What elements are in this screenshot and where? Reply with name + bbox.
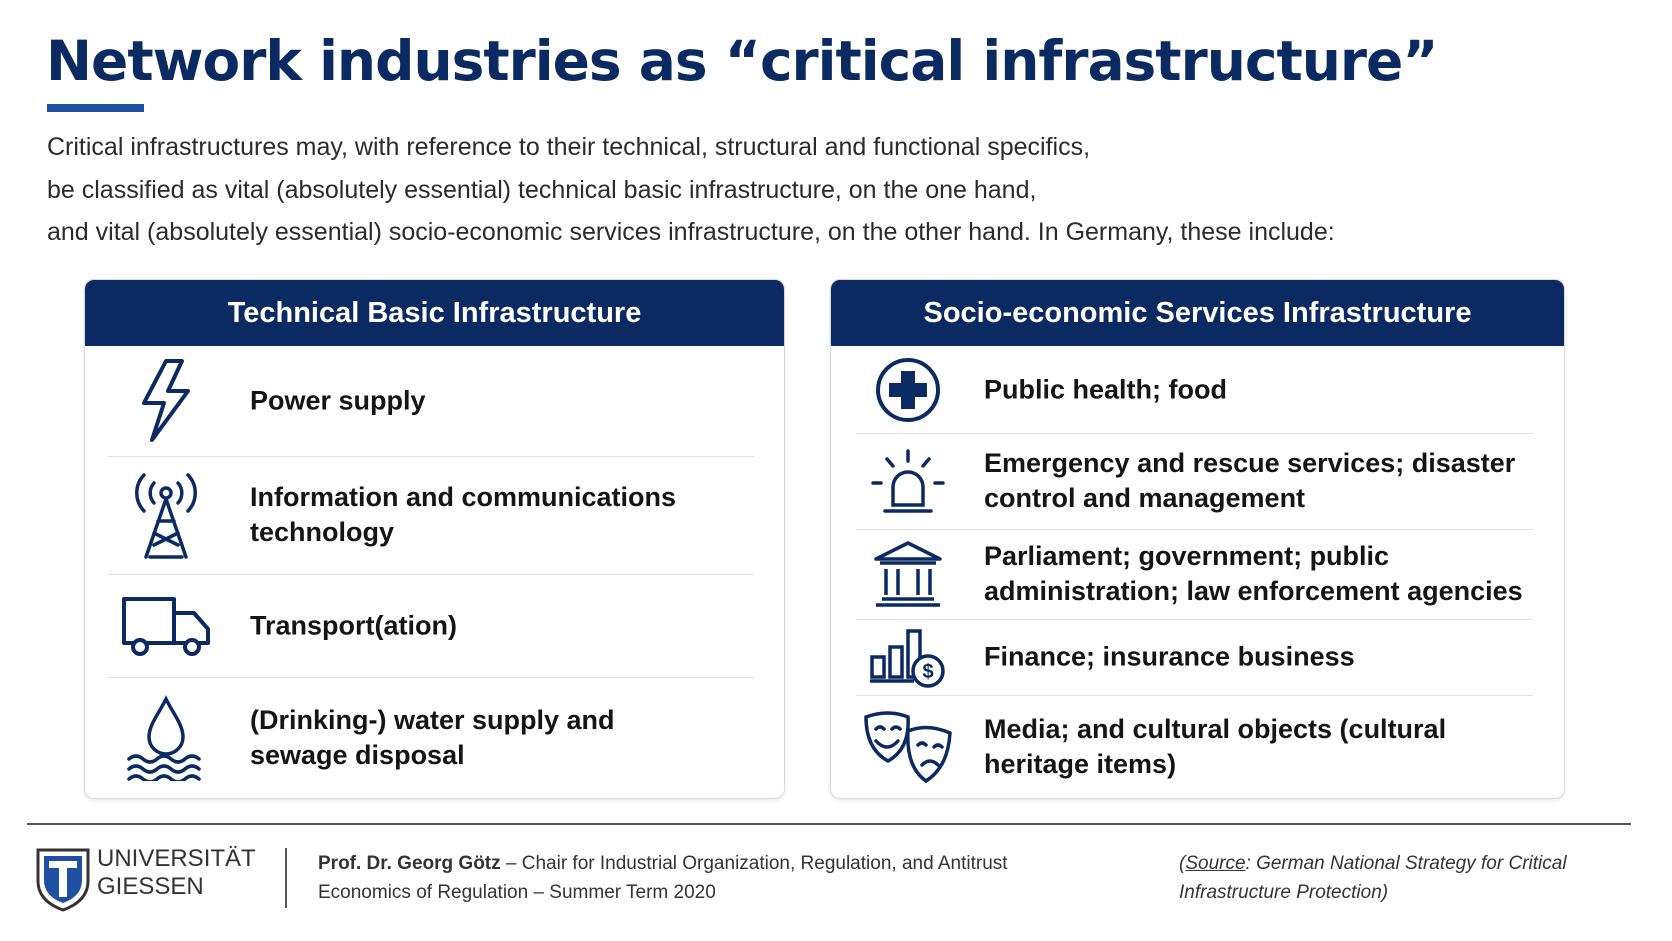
author: Prof. Dr. Georg Götz — [318, 853, 501, 874]
item: Emergency and rescue services; disaster c… — [831, 433, 1564, 529]
logo-line: GIESSEN — [97, 873, 204, 900]
footer-divider — [285, 848, 287, 908]
footer-credit: Prof. Dr. Georg Götz – Chair for Industr… — [318, 849, 1008, 907]
item-line: Power supply — [250, 385, 426, 416]
icon — [122, 596, 210, 656]
source-text: Infrastructure Protection) — [1179, 882, 1389, 903]
icon: $ — [870, 629, 945, 688]
item-text: (Drinking-) water supply and sewage dispo… — [250, 703, 615, 773]
item: $ Finance; insurance business — [831, 619, 1564, 695]
item-text: Information and communications technology — [250, 480, 676, 550]
title-underline — [47, 104, 144, 112]
item-line: control and management — [984, 483, 1306, 513]
panel-title: Technical Basic Infrastructure — [85, 280, 784, 346]
icon — [127, 694, 201, 781]
icon — [135, 473, 197, 559]
item-line: Parliament; government; public — [984, 541, 1390, 571]
item-line: technology — [250, 517, 395, 547]
source-text: : German National Strategy for Critical — [1245, 853, 1567, 874]
item-line: Transport(ation) — [250, 610, 457, 640]
icon — [142, 359, 190, 442]
item-text: Parliament; government; public administra… — [984, 539, 1523, 609]
intro-line: be classified as vital (absolutely essen… — [47, 175, 1037, 204]
svg-text:$: $ — [922, 661, 933, 683]
item: Parliament; government; public administra… — [831, 529, 1564, 619]
item: Power supply — [85, 346, 784, 456]
footer-rule — [27, 823, 1631, 825]
item-line: Public health; food — [984, 374, 1227, 404]
item-line: sewage disposal — [250, 739, 465, 770]
course: Economics of Regulation – Summer Term 20… — [318, 882, 716, 903]
item-line: heritage items) — [984, 748, 1177, 779]
panel: Technical Basic Infrastructure Power sup… — [84, 279, 785, 799]
panel-title: Socio-economic Services Infrastructure — [831, 280, 1564, 346]
footer-source: (Source: German National Strategy for Cr… — [1179, 849, 1567, 907]
panel: Socio-economic Services Infrastructure P… — [830, 279, 1565, 799]
item-text: Finance; insurance business — [984, 640, 1355, 675]
icon — [876, 357, 940, 422]
item-text: Media; and cultural objects (cultural her… — [984, 712, 1446, 782]
item-line: Media; and cultural objects (cultural — [984, 713, 1447, 744]
item-line: Information and communications — [250, 482, 677, 512]
item-line: administration; law enforcement agencies — [984, 576, 1523, 606]
intro-line: Critical infrastructures may, with refer… — [47, 133, 1091, 161]
logo-line: UNIVERSITÄT — [97, 845, 256, 872]
source-prefix: ( — [1179, 853, 1186, 874]
item: Information and communications technology — [85, 456, 784, 574]
logo-text: UNIVERSITÄT GIESSEN — [97, 845, 256, 901]
item-line: (Drinking-) water supply and — [250, 704, 615, 735]
source-label: Source — [1185, 853, 1246, 874]
intro: Critical infrastructures may, with refer… — [47, 126, 1335, 254]
item-text: Power supply — [250, 384, 426, 419]
item-line: Emergency and rescue services; disaster — [984, 448, 1516, 478]
icon — [871, 449, 945, 513]
chair: – Chair for Industrial Organization, Reg… — [500, 853, 1008, 874]
item-text: Public health; food — [984, 372, 1227, 407]
item: Media; and cultural objects (cultural her… — [831, 695, 1564, 798]
logo-shield — [36, 848, 90, 912]
icon — [874, 541, 942, 607]
icon — [864, 710, 952, 783]
title: Network industries as “critical infrastr… — [46, 29, 1438, 93]
item-line: Finance; insurance business — [984, 641, 1355, 672]
item: Public health; food — [831, 346, 1564, 433]
intro-line: and vital (absolutely essential) socio-e… — [47, 218, 1335, 246]
item-text: Transport(ation) — [250, 608, 457, 643]
item-text: Emergency and rescue services; disaster c… — [984, 446, 1515, 516]
item: (Drinking-) water supply and sewage dispo… — [85, 677, 784, 798]
item: Transport(ation) — [85, 574, 784, 677]
